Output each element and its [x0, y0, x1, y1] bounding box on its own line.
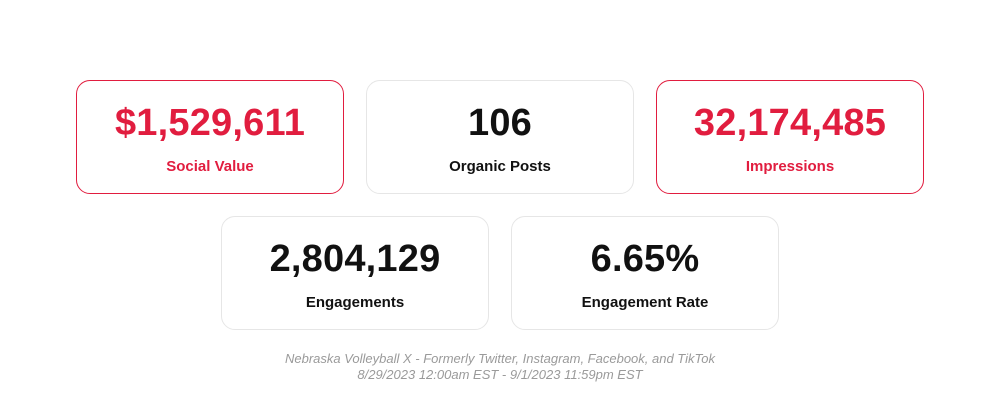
stat-label: Engagement Rate: [581, 294, 709, 311]
stat-value: $1,529,611: [114, 102, 306, 144]
stat-label: Organic Posts: [449, 158, 551, 175]
stat-value: 2,804,129: [269, 238, 441, 280]
stat-label: Social Value: [166, 158, 254, 175]
stat-label: Engagements: [305, 294, 405, 311]
stat-card-organic-posts: 106 Organic Posts: [366, 80, 634, 194]
stat-card-engagements: 2,804,129 Engagements: [221, 216, 489, 330]
footer-date-range-caption: 8/29/2023 12:00am EST - 9/1/2023 11:59pm…: [357, 367, 643, 382]
stat-label: Impressions: [745, 158, 835, 175]
stat-card-impressions: 32,174,485 Impressions: [656, 80, 924, 194]
stat-value: 6.65%: [590, 238, 700, 280]
footer-source-caption: Nebraska Volleyball X - Formerly Twitter…: [284, 351, 715, 366]
stat-value: 106: [467, 102, 532, 144]
stat-card-engagement-rate: 6.65% Engagement Rate: [511, 216, 779, 330]
stat-card-social-value: $1,529,611 Social Value: [76, 80, 344, 194]
stat-value: 32,174,485: [693, 102, 887, 144]
